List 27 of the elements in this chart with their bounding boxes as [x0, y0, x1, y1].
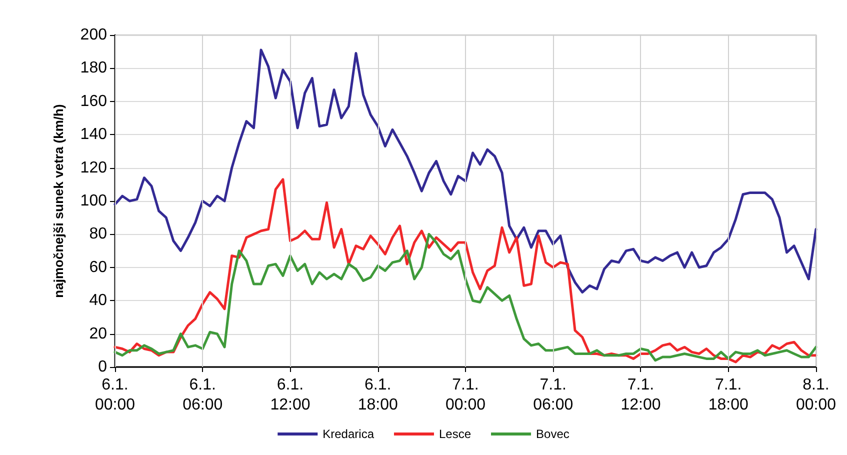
y-tick-label: 100	[80, 192, 108, 210]
x-tick-label: 6.1. 18:00	[358, 376, 398, 414]
y-tick-label: 180	[80, 60, 108, 77]
legend-label: Kredarica	[322, 427, 374, 441]
x-tick-label: 7.1. 06:00	[533, 376, 574, 414]
line-series	[114, 48, 818, 294]
line-series	[114, 232, 818, 362]
y-tick-label: 120	[80, 159, 108, 176]
x-tick-label: 6.1. 00:00	[94, 376, 136, 414]
y-tick-label: 80	[89, 226, 108, 243]
y-tick-label: 40	[89, 292, 108, 310]
line-series	[114, 178, 818, 364]
y-tick-label: 160	[80, 92, 108, 110]
legend-label: Lesce	[438, 427, 472, 441]
y-tick-label: 0	[98, 358, 108, 376]
x-tick-label: 6.1. 06:00	[182, 376, 223, 414]
y-axis-title: najmočnejši sunek vetra (km/h)	[51, 104, 66, 298]
x-tick-label: 7.1. 12:00	[620, 376, 661, 414]
y-tick-label: 200	[80, 26, 108, 44]
x-tick-label: 7.1. 00:00	[445, 376, 486, 414]
x-tick-label: 8.1. 00:00	[796, 376, 836, 414]
x-tick-label: 6.1. 12:00	[270, 376, 310, 414]
y-tick-label: 140	[80, 126, 108, 144]
y-tick-label: 20	[89, 325, 108, 342]
y-tick-label: 60	[89, 258, 108, 276]
legend-label: Bovec	[536, 427, 570, 441]
x-tick-label: 7.1. 18:00	[708, 376, 748, 414]
